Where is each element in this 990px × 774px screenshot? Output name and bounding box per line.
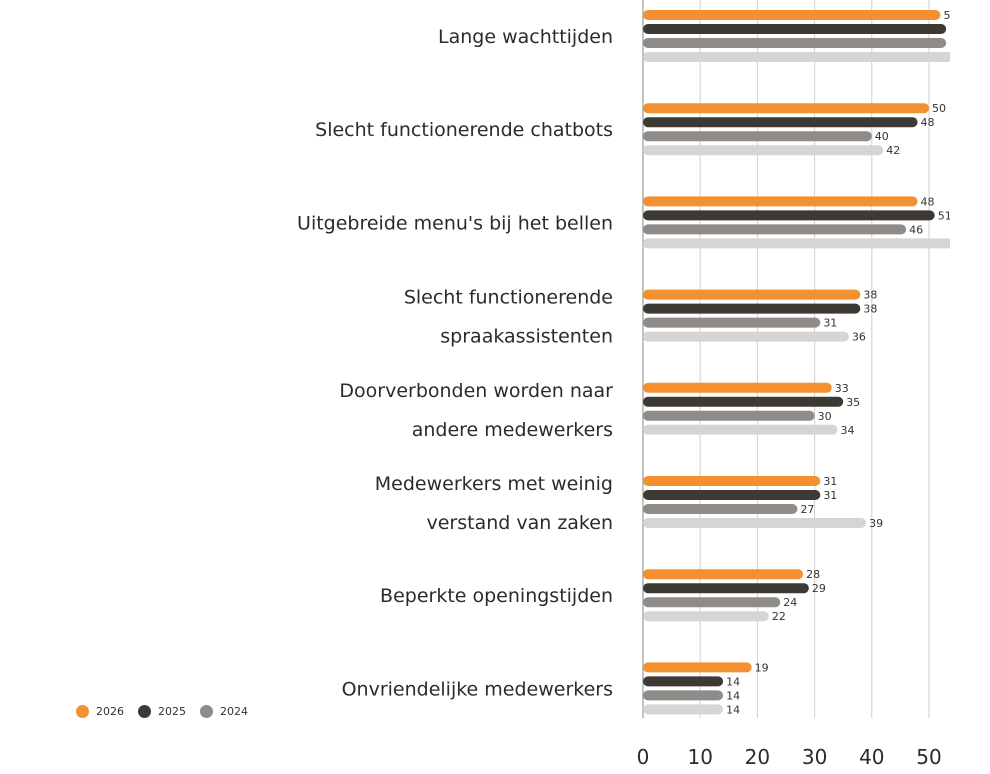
bar-2025-5	[643, 490, 821, 500]
bar-2025-2	[643, 210, 935, 221]
category-label-2: Uitgebreide menu's bij het bellen	[297, 212, 613, 234]
bar-2026-3	[643, 289, 861, 300]
legend-swatch-2026	[76, 705, 89, 718]
data-label-2024-7: 14	[726, 689, 740, 702]
data-label-series4-6: 22	[772, 610, 786, 623]
data-label-2024-1: 40	[875, 130, 889, 143]
bar-2024-0	[643, 38, 947, 48]
category-label-3-line-1: spraakassistenten	[440, 326, 613, 348]
bar-series4-3	[643, 331, 849, 342]
data-label-2026-7: 19	[755, 661, 769, 674]
data-label-2024-6: 24	[783, 596, 797, 609]
data-label-series4-7: 14	[726, 703, 740, 716]
legend-item-2025: 2025	[138, 705, 186, 718]
data-label-series4-1: 42	[886, 144, 900, 157]
bar-2024-1	[643, 131, 872, 142]
bar-2024-5	[643, 504, 798, 514]
legend-item-2024: 2024	[200, 705, 248, 718]
bar-2024-6	[643, 597, 781, 608]
data-label-2024-3: 31	[823, 317, 837, 330]
legend-label-2024: 2024	[220, 705, 248, 718]
legend-item-2026: 2026	[76, 705, 124, 718]
data-label-2026-3: 38	[863, 289, 877, 302]
bar-2025-6	[643, 583, 809, 594]
bar-series4-6	[643, 611, 769, 622]
legend-swatch-2025	[138, 705, 151, 718]
x-tick-label-10: 10	[687, 745, 712, 769]
bars-group: 5504840424851463838313633353034313127392…	[643, 9, 952, 716]
data-label-2024-4: 30	[818, 410, 832, 423]
category-label-5-line-0: Medewerkers met weinig	[375, 473, 613, 495]
bar-2026-1	[643, 103, 929, 114]
bar-series4-4	[643, 424, 838, 435]
data-label-2025-4: 35	[846, 396, 860, 409]
x-tick-label-40: 40	[859, 745, 884, 769]
bar-2026-6	[643, 569, 804, 580]
bar-2026-0	[643, 10, 941, 20]
data-label-2025-7: 14	[726, 675, 740, 688]
data-label-2025-6: 29	[812, 582, 826, 595]
category-label-1: Slecht functionerende chatbots	[315, 119, 613, 141]
data-label-2026-5: 31	[823, 475, 837, 488]
x-tick-label-30: 30	[802, 745, 827, 769]
bar-2026-5	[643, 476, 821, 486]
x-tick-label-50: 50	[916, 745, 941, 769]
bar-2026-2	[643, 196, 918, 207]
category-label-3-line-0: Slecht functionerende	[404, 287, 613, 309]
bar-2025-0	[643, 24, 947, 34]
bar-series4-5	[643, 518, 867, 528]
data-label-2025-2: 51	[938, 209, 952, 222]
x-tick-label-20: 20	[745, 745, 770, 769]
bar-series4-0	[643, 52, 950, 62]
bar-2026-7	[643, 662, 752, 673]
bar-2025-1	[643, 117, 918, 128]
bar-2024-2	[643, 224, 907, 235]
bar-2024-3	[643, 317, 821, 328]
category-label-4-line-1: andere medewerkers	[412, 419, 613, 441]
legend-label-2026: 2026	[96, 705, 124, 718]
data-label-2024-5: 27	[800, 503, 814, 516]
data-label-2026-0: 5	[943, 9, 950, 22]
data-label-2026-1: 50	[932, 102, 946, 115]
category-label-4-line-0: Doorverbonden worden naar	[339, 380, 613, 402]
data-label-series4-4: 34	[840, 424, 854, 437]
x-tick-label-0: 0	[637, 745, 650, 769]
bar-2024-7	[643, 690, 724, 701]
data-label-2025-3: 38	[863, 303, 877, 316]
bar-series4-7	[643, 704, 724, 715]
bar-2026-4	[643, 382, 832, 393]
bar-series4-2	[643, 238, 950, 249]
data-label-2025-1: 48	[921, 116, 935, 129]
data-label-2024-2: 46	[909, 223, 923, 236]
data-label-2025-5: 31	[823, 489, 837, 502]
bar-2024-4	[643, 410, 815, 421]
data-label-2026-6: 28	[806, 568, 820, 581]
bar-2025-3	[643, 303, 861, 314]
data-label-2026-4: 33	[835, 382, 849, 395]
bar-2025-4	[643, 396, 844, 407]
data-label-2026-2: 48	[921, 195, 935, 208]
bar-series4-1	[643, 145, 884, 156]
data-label-series4-5: 39	[869, 517, 883, 530]
category-label-0: Lange wachttijden	[438, 26, 613, 48]
legend-label-2025: 2025	[158, 705, 186, 718]
category-label-6: Beperkte openingstijden	[380, 585, 613, 607]
data-label-series4-3: 36	[852, 331, 866, 344]
chart-legend: 2026 2025 2024	[76, 705, 262, 718]
category-label-5-line-1: verstand van zaken	[426, 512, 613, 534]
legend-swatch-2024	[200, 705, 213, 718]
bar-2025-7	[643, 676, 724, 687]
category-label-7: Onvriendelijke medewerkers	[342, 678, 613, 700]
